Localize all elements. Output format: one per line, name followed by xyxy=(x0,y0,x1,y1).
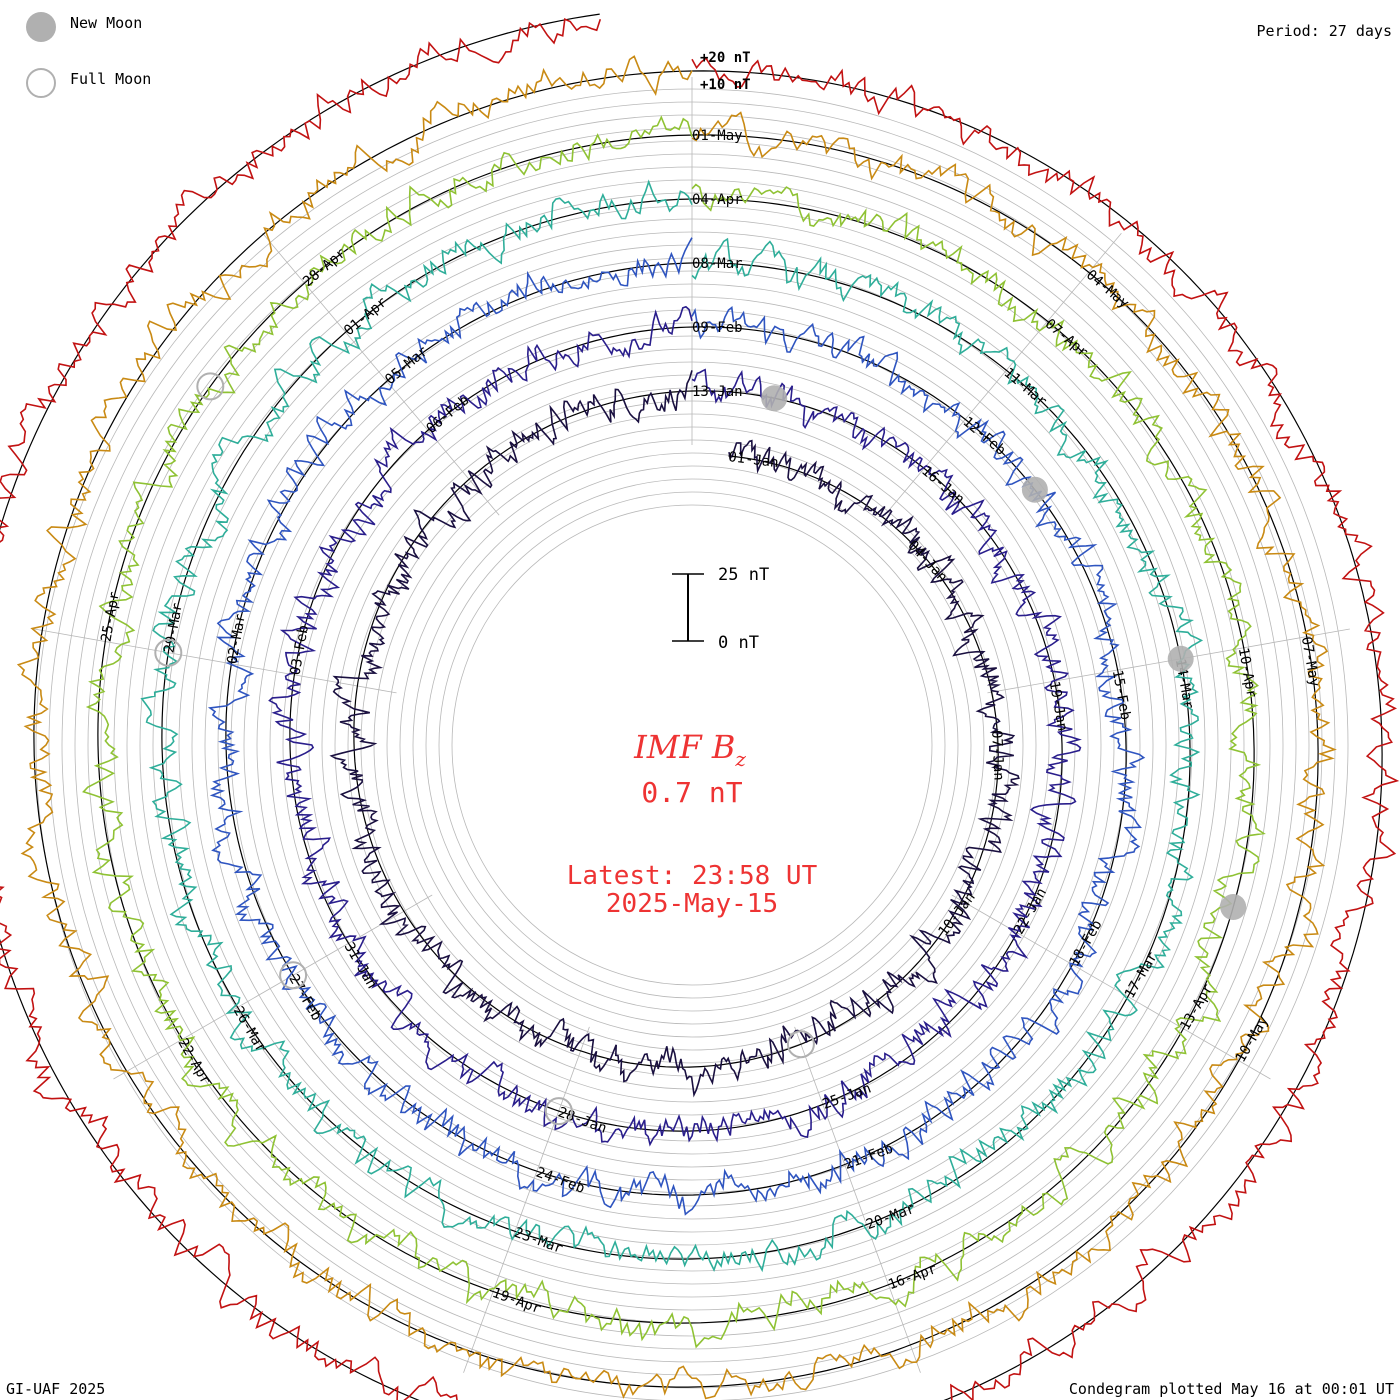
grid-ring xyxy=(451,504,933,986)
date-label: 09-Feb xyxy=(692,320,743,336)
bz-trace-turn-4 xyxy=(140,179,1204,1273)
zero-baseline xyxy=(0,13,1383,1400)
scale-bar-top-label: 25 nT xyxy=(718,565,769,585)
date-label: 01-May xyxy=(692,128,743,144)
date-label: 16-Jan xyxy=(918,463,967,508)
new-moon-icon xyxy=(1220,894,1247,920)
date-label: 03-Feb xyxy=(288,624,313,677)
new-moon-icon xyxy=(1167,645,1194,672)
legend-full-moon-label: Full Moon xyxy=(70,70,152,88)
date-labels: 01-Jan04-Jan07-Jan10-Jan13-Jan16-Jan19-J… xyxy=(98,128,1322,1317)
full-moon-icon xyxy=(279,961,308,990)
date-label: 20-Mar xyxy=(864,1201,917,1233)
scale-bar: 25 nT 0 nT xyxy=(672,565,769,653)
bz-trace-turn-1 xyxy=(329,370,1020,1098)
footer-credit: GI-UAF 2025 xyxy=(6,1380,106,1398)
date-label: 04-Apr xyxy=(692,192,743,208)
date-label: 28-Apr xyxy=(300,245,349,290)
grid-rings xyxy=(0,13,1383,1400)
date-label: 17-Mar xyxy=(1122,949,1161,1001)
latest-date: 2025-May-15 xyxy=(606,889,778,919)
date-label: 18-Feb xyxy=(1066,917,1105,969)
full-moon-icon xyxy=(154,638,183,667)
date-label: 16-Apr xyxy=(886,1261,939,1293)
date-label: 04-May xyxy=(1083,267,1132,312)
latest-time: Latest: 23:58 UT xyxy=(567,861,818,891)
legend-new-moon-label: New Moon xyxy=(70,14,143,32)
date-label: 28-Jan xyxy=(556,1105,609,1137)
date-label: 07-May xyxy=(1298,635,1323,688)
grid-spoke xyxy=(794,1026,921,1373)
date-label: 01-Jan xyxy=(727,449,779,471)
grid-spoke xyxy=(34,628,397,694)
full-moon-icon xyxy=(196,372,225,401)
grid-ring xyxy=(412,465,972,1025)
date-label: 29-Mar xyxy=(161,602,186,655)
date-label: 25-Apr xyxy=(98,590,123,643)
date-label: 21-Feb xyxy=(842,1141,895,1173)
current-value: 0.7 nT xyxy=(641,776,742,809)
date-label: 10-Jan xyxy=(935,889,978,939)
grid-spoke xyxy=(262,233,500,516)
date-label: 23-Mar xyxy=(512,1225,565,1257)
bz-trace-turn-7 xyxy=(0,18,1400,1400)
date-label: 10-May xyxy=(1233,1013,1272,1065)
new-moon-icon xyxy=(761,385,788,412)
date-label: 07-Apr xyxy=(1042,316,1091,361)
quantity-subscript: z xyxy=(734,747,746,771)
full-moon-icon xyxy=(544,1097,573,1126)
bz-trace-turn-3 xyxy=(207,237,1146,1216)
date-label: 24-Feb xyxy=(534,1165,587,1197)
grid-spoke xyxy=(463,1026,590,1373)
full-moon-icon xyxy=(26,68,56,98)
new-moon-icon xyxy=(1021,476,1048,503)
date-label: 22-Apr xyxy=(174,1036,213,1088)
quantity-title: IMF Bz xyxy=(633,728,746,771)
scale-label-plus10: +10 nT xyxy=(700,77,751,93)
date-label: 04-Jan xyxy=(904,538,950,586)
date-label: 13-Jan xyxy=(692,384,743,400)
date-label: 13-Apr xyxy=(1177,981,1216,1033)
bz-trace-turn-6 xyxy=(16,55,1337,1400)
date-label: 02-Mar xyxy=(224,613,249,666)
bz-trace-turn-5 xyxy=(82,115,1266,1349)
date-label: 25-Jan xyxy=(820,1081,873,1113)
date-label: 07-Jan xyxy=(988,730,1006,781)
grid-spoke xyxy=(951,894,1271,1080)
grid-ring xyxy=(425,478,959,1012)
full-moon-icon xyxy=(786,1030,815,1059)
bz-trace-turn-2 xyxy=(268,305,1082,1147)
grid-ring xyxy=(438,491,946,999)
grid-ring xyxy=(399,452,985,1038)
grid-spoke xyxy=(113,894,433,1080)
footer-timestamp: Condegram plotted May 16 at 00:01 UT xyxy=(1068,1380,1394,1398)
date-label: 08-Mar xyxy=(692,256,743,272)
scale-bar-bottom-label: 0 nT xyxy=(718,633,759,653)
new-moon-icon xyxy=(26,12,56,42)
period-label: Period: 27 days xyxy=(1256,22,1392,40)
scale-label-plus20: +20 nT xyxy=(700,50,751,66)
moon-markers xyxy=(154,372,1247,1126)
bz-traces xyxy=(0,18,1400,1400)
